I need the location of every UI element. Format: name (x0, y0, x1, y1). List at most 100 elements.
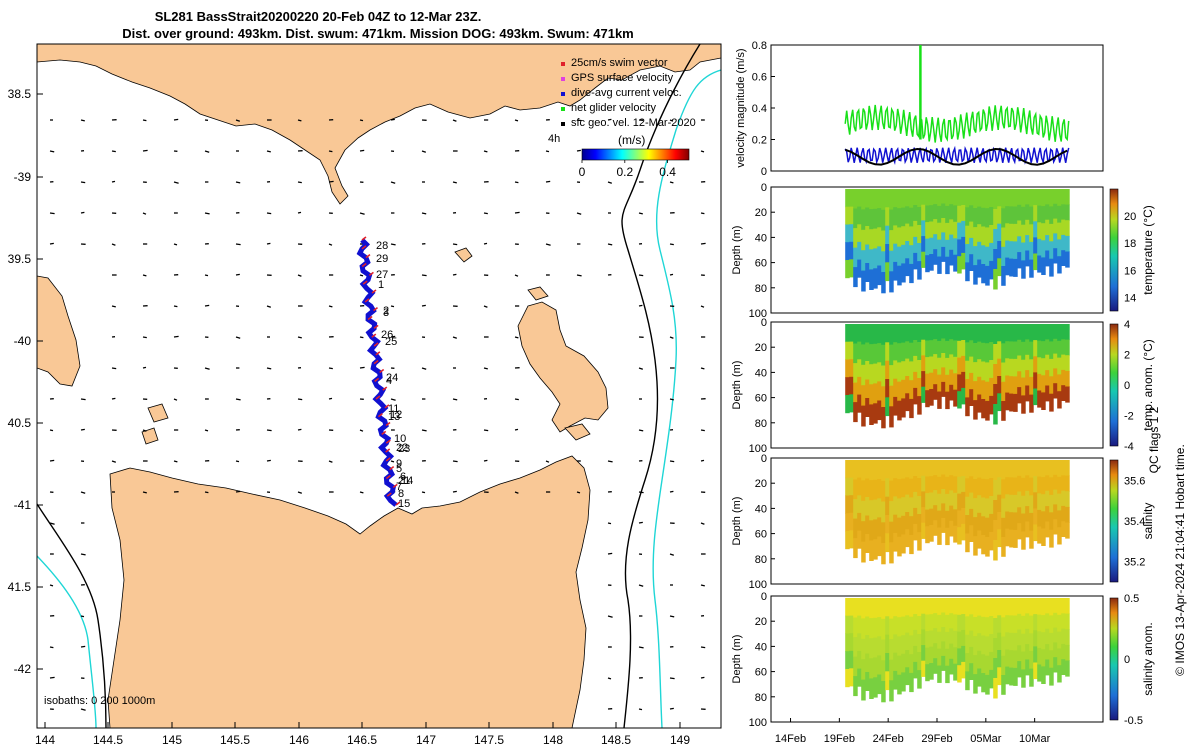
depth-tick-label: 20 (755, 342, 767, 354)
heatmap-cell (849, 394, 854, 413)
heatmap-cell (917, 378, 922, 397)
swim-vector (385, 439, 391, 444)
tasmania-land (107, 455, 591, 728)
heatmap-cell (1057, 476, 1062, 495)
heatmap-cell (1037, 614, 1042, 632)
heatmap-cell (953, 647, 958, 665)
heatmap-cell (889, 209, 894, 231)
sfc-vector (173, 398, 178, 401)
heatmap-cell (993, 638, 998, 659)
heatmap-cell (929, 237, 934, 255)
heatmap-cell (857, 650, 862, 669)
sfc-vector (49, 242, 54, 245)
heatmap-cell (953, 205, 958, 223)
heatmap-cell (1033, 189, 1038, 206)
swim-vector (392, 483, 398, 488)
heatmap-cell (861, 270, 866, 292)
swim-vector (371, 333, 377, 338)
heatmap-cell (949, 628, 954, 645)
heatmap-cell (929, 492, 934, 510)
sfc-vector (545, 180, 551, 183)
heatmap-cell (945, 665, 950, 684)
heatmap-cell (905, 529, 910, 548)
heatmap-cell (1057, 256, 1062, 274)
heatmap-cell (1013, 324, 1018, 342)
heatmap-cell (985, 655, 990, 676)
sfc-vector (545, 150, 550, 153)
heatmap-cell (1065, 644, 1070, 661)
heatmap-cell (1025, 324, 1030, 340)
heatmap-cell (989, 207, 994, 226)
heatmap-cell (969, 205, 974, 223)
heatmap-cell (853, 617, 858, 638)
heatmap-cell (889, 680, 894, 702)
sfc-vector (669, 677, 675, 680)
heatmap-cell (917, 261, 922, 280)
heatmap-cell (997, 376, 1002, 394)
heatmap-cell (1009, 258, 1014, 277)
heatmap-cell (989, 598, 994, 617)
heatmap-cell (1057, 374, 1062, 392)
swim-vector (377, 413, 383, 418)
depth-tick-label: 20 (755, 207, 767, 219)
heatmap-cell (937, 631, 942, 650)
heatmap-cell (989, 260, 994, 280)
heatmap-cell (1001, 675, 1006, 695)
heatmap-cell (1029, 241, 1034, 260)
heatmap-cell (865, 379, 870, 399)
heatmap-cell (1021, 598, 1026, 617)
heatmap-cell (953, 221, 958, 239)
heatmap-cell (1017, 613, 1022, 631)
heatmap-cell (973, 598, 978, 618)
sfc-vector (421, 304, 426, 307)
heatmap-cell (885, 653, 890, 672)
heatmap-cell (985, 246, 990, 267)
heatmap-cell (977, 598, 982, 617)
heatmap-cell (921, 507, 926, 524)
depth-tick-label: 0 (761, 591, 767, 603)
heatmap-cell (1001, 246, 1006, 267)
heatmap-cell (1061, 204, 1066, 221)
heatmap-cell (985, 598, 990, 618)
heatmap-cell (969, 525, 974, 542)
map-legend: 25cm/s swim vector GPS surface velocity di… (548, 57, 696, 179)
sfc-vector (483, 212, 488, 215)
heatmap-cell (853, 479, 858, 500)
heatmap-cell (881, 324, 886, 346)
heatmap-cell (905, 393, 910, 412)
map-xtick-label: 147 (416, 733, 436, 747)
heatmap-cell (993, 384, 998, 405)
heatmap-cell (917, 670, 922, 689)
heatmap-cell (905, 512, 910, 530)
heatmap-cell (1013, 615, 1018, 634)
heatmap-cell (1045, 490, 1050, 507)
heatmap-cell (961, 507, 966, 525)
heatmap-cell (853, 228, 858, 249)
map-xtick-label: 146 (289, 733, 309, 747)
heatmap-cell (1061, 613, 1066, 630)
heatmap-cell (953, 614, 958, 632)
qc-flags-note: QC flags 1 2 (1147, 406, 1161, 473)
heatmap-cell (897, 189, 902, 209)
swim-vector (373, 324, 379, 329)
heatmap-cell (949, 204, 954, 220)
heatmap-cell (957, 476, 962, 495)
heatmap-cell (945, 631, 950, 650)
heatmap-cell (845, 395, 850, 414)
colorbar-tick-label: 0.4 (659, 165, 676, 179)
heatmap-cell (889, 406, 894, 428)
heatmap-cell (1005, 615, 1010, 633)
heatmap-cell (1053, 203, 1058, 220)
heatmap-cell (1061, 490, 1066, 507)
heatmap-cell (1049, 598, 1054, 616)
heatmap-cell (949, 658, 954, 675)
heatmap-cell (969, 389, 974, 406)
sfc-vector (235, 243, 241, 246)
heatmap-cell (1033, 237, 1038, 254)
heatmap-cell (1053, 612, 1058, 629)
heatmap-cell (845, 615, 850, 634)
map-xtick-label: 146.5 (347, 733, 377, 747)
heatmap-cell (965, 515, 970, 534)
heatmap-cell (853, 208, 858, 229)
heatmap-cell (897, 227, 902, 248)
